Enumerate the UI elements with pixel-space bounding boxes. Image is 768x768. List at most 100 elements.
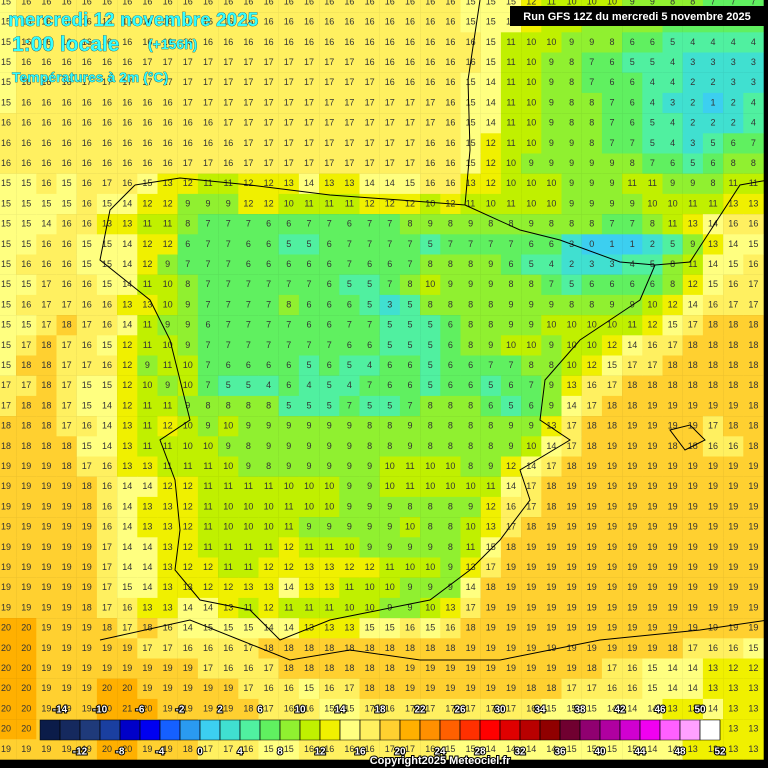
value: 7	[205, 380, 210, 390]
value: 7	[327, 219, 332, 229]
value: 16	[41, 118, 51, 128]
value: 7	[226, 239, 231, 249]
value: 18	[82, 602, 92, 612]
value: 11	[203, 178, 212, 188]
value: 19	[546, 623, 556, 633]
value: 18	[365, 683, 375, 693]
value: 19	[203, 683, 213, 693]
cell	[601, 32, 623, 53]
value: 18	[567, 461, 577, 471]
value: 8	[428, 441, 433, 451]
cell	[500, 173, 522, 195]
value: 18	[62, 461, 72, 471]
value: 17	[203, 158, 213, 168]
cell	[258, 355, 279, 376]
value: 18	[344, 643, 354, 653]
value: 8	[468, 340, 473, 350]
cell	[157, 133, 178, 154]
value: 5	[488, 380, 493, 390]
value: 16	[142, 118, 152, 128]
value: 15	[82, 380, 92, 390]
value: 6	[630, 77, 635, 87]
value: 19	[728, 542, 738, 552]
value: 18	[748, 380, 758, 390]
value: 19	[627, 501, 637, 511]
value: 3	[387, 299, 392, 309]
value: 19	[41, 522, 51, 532]
cell	[561, 72, 582, 94]
value: 20	[21, 683, 31, 693]
value: 10	[284, 198, 294, 208]
value: 16	[223, 37, 233, 47]
value: 17	[264, 703, 274, 713]
value: 19	[1, 542, 11, 552]
value: 15	[243, 623, 253, 633]
cell	[500, 214, 522, 235]
value: 8	[407, 219, 412, 229]
value: 16	[425, 17, 435, 27]
value: 7	[205, 239, 210, 249]
copyright: Copyright2025 Meteociel.fr	[370, 755, 511, 767]
value: 10	[243, 522, 253, 532]
value: 12	[142, 239, 152, 249]
cell	[218, 335, 239, 356]
cell	[702, 315, 724, 336]
value: 7	[347, 239, 352, 249]
cell	[0, 335, 17, 356]
cell	[96, 32, 118, 53]
value: 17	[405, 118, 415, 128]
value: 7	[266, 340, 271, 350]
cell	[420, 0, 441, 13]
value: 11	[506, 97, 515, 107]
value: 18	[587, 441, 597, 451]
cell	[399, 113, 421, 134]
lead-time: (+156h)	[148, 36, 197, 52]
cell	[298, 92, 320, 114]
cell	[298, 234, 320, 255]
value: 16	[183, 118, 193, 128]
value: 15	[1, 320, 11, 330]
value: 17	[324, 97, 334, 107]
value: 7	[246, 219, 251, 229]
cell	[500, 395, 522, 417]
value: 19	[82, 562, 92, 572]
value: 11	[506, 37, 515, 47]
value: 21	[122, 703, 132, 713]
value: 16	[122, 0, 132, 6]
cell	[298, 395, 320, 417]
cell	[238, 12, 259, 33]
value: 14	[486, 744, 496, 754]
cell	[399, 173, 421, 195]
cell	[440, 173, 461, 195]
value: 12	[688, 279, 698, 289]
value: 16	[62, 279, 72, 289]
cell	[218, 416, 239, 437]
cell	[642, 315, 663, 336]
value: 15	[486, 0, 496, 6]
value: 9	[327, 522, 332, 532]
cell	[16, 375, 37, 397]
value: 17	[728, 299, 738, 309]
value: 19	[122, 663, 132, 673]
cell	[218, 153, 239, 174]
value: 19	[748, 481, 758, 491]
value: 17	[203, 77, 213, 87]
value: 16	[243, 663, 253, 673]
value: 19	[41, 602, 51, 612]
cell	[622, 395, 643, 417]
value: 9	[609, 299, 614, 309]
cell	[500, 113, 522, 134]
cell	[460, 294, 481, 316]
value: 12	[526, 0, 536, 6]
cell	[622, 92, 643, 114]
value: 16	[365, 37, 375, 47]
value: 10	[243, 501, 253, 511]
cell	[36, 32, 57, 53]
cell	[197, 315, 219, 336]
cell	[197, 32, 219, 53]
value: 17	[223, 77, 233, 87]
cell	[480, 436, 502, 457]
value: 19	[748, 602, 758, 612]
value: 19	[82, 703, 92, 713]
value: 18	[41, 380, 51, 390]
